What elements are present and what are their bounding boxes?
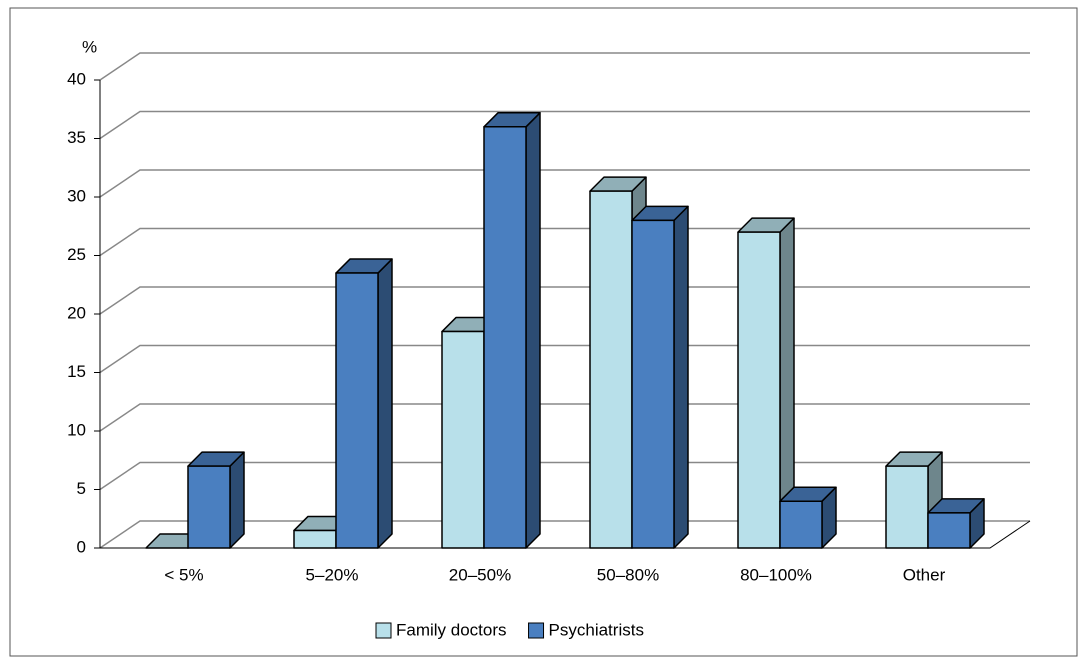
y-axis-label: % bbox=[82, 37, 97, 56]
bar-front bbox=[779, 500, 823, 549]
y-tick-label: 30 bbox=[67, 186, 86, 205]
x-tick-label: < 5% bbox=[164, 565, 203, 584]
y-tick-label: 35 bbox=[67, 128, 86, 147]
bar bbox=[187, 451, 245, 549]
bar-front bbox=[441, 330, 485, 549]
x-tick-label: 20–50% bbox=[449, 565, 511, 584]
legend-label: Psychiatrists bbox=[549, 620, 644, 639]
grid-line bbox=[99, 110, 1030, 140]
bar-front bbox=[631, 219, 675, 549]
legend-swatch bbox=[528, 622, 545, 639]
bar-front bbox=[737, 231, 781, 549]
bar bbox=[335, 258, 393, 549]
grid-line bbox=[99, 344, 1030, 374]
x-tick-label: 80–100% bbox=[740, 565, 812, 584]
bar-side bbox=[525, 112, 541, 549]
bar-front bbox=[335, 272, 379, 549]
y-tick-label: 10 bbox=[67, 420, 86, 439]
bar bbox=[631, 205, 689, 549]
bar-front bbox=[885, 465, 929, 549]
chart-frame bbox=[9, 7, 1078, 657]
bar-side bbox=[377, 258, 393, 549]
legend-swatch bbox=[375, 622, 392, 639]
grid-line bbox=[99, 286, 1030, 315]
bar bbox=[927, 498, 985, 549]
grid-line bbox=[99, 227, 1030, 257]
x-tick-label: 50–80% bbox=[597, 565, 659, 584]
y-tick-label: 5 bbox=[77, 479, 86, 498]
grid-line bbox=[99, 52, 1030, 81]
grid-line bbox=[99, 169, 1030, 198]
grid-line bbox=[99, 520, 1030, 549]
bar-front bbox=[293, 529, 337, 549]
grid-line bbox=[99, 403, 1030, 432]
y-tick-label: 15 bbox=[67, 362, 86, 381]
y-tick-label: 25 bbox=[67, 245, 86, 264]
bar-front bbox=[927, 512, 971, 549]
bar-front bbox=[483, 126, 527, 549]
grid-line bbox=[99, 461, 1030, 491]
bar-front bbox=[187, 465, 231, 549]
bar bbox=[483, 112, 541, 549]
x-tick-label: Other bbox=[903, 565, 946, 584]
legend-label: Family doctors bbox=[396, 620, 507, 639]
floor-edge bbox=[100, 520, 1031, 549]
bar bbox=[779, 486, 837, 549]
bar-front bbox=[589, 190, 633, 549]
bar bbox=[737, 217, 795, 549]
y-tick-label: 20 bbox=[67, 303, 86, 322]
y-tick-label: 0 bbox=[77, 537, 86, 556]
y-tick-label: 40 bbox=[67, 69, 86, 88]
bar-side bbox=[673, 205, 689, 549]
x-tick-label: 5–20% bbox=[306, 565, 359, 584]
bar-side bbox=[229, 451, 245, 549]
